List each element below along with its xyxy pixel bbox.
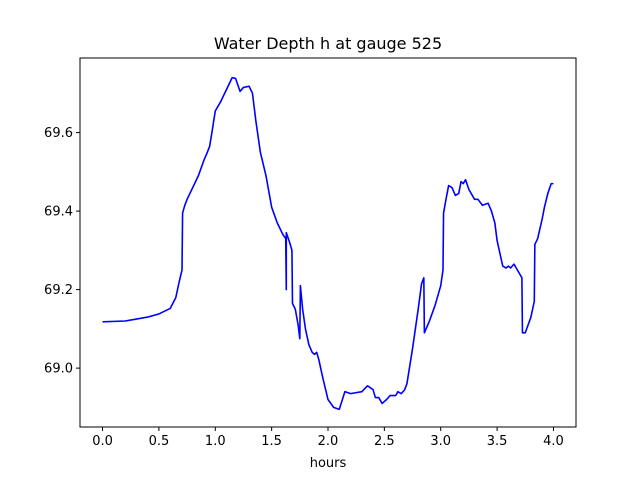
x-tick-label: 2.5 bbox=[374, 434, 395, 449]
x-tick-label: 0.0 bbox=[92, 434, 113, 449]
y-tick-label: 69.2 bbox=[44, 283, 73, 298]
x-tick-label: 0.5 bbox=[149, 434, 170, 449]
chart-title: Water Depth h at gauge 525 bbox=[214, 34, 442, 53]
x-tick-label: 3.5 bbox=[487, 434, 508, 449]
x-axis-label: hours bbox=[310, 456, 347, 471]
x-tick-label: 3.0 bbox=[430, 434, 451, 449]
x-tick-label: 1.5 bbox=[261, 434, 282, 449]
y-tick-label: 69.4 bbox=[44, 205, 73, 220]
y-tick-label: 69.6 bbox=[44, 126, 73, 141]
y-tick-label: 69.0 bbox=[44, 362, 73, 377]
x-tick-label: 2.0 bbox=[318, 434, 339, 449]
series-line-0 bbox=[102, 76, 554, 411]
x-axis-ticks: 0.0 0.5 1.0 1.5 2.0 2.5 3.0 3.5 4.0 bbox=[92, 427, 564, 449]
x-tick-label: 4.0 bbox=[543, 434, 564, 449]
y-axis-ticks: 69.0 69.2 69.4 69.6 bbox=[44, 126, 80, 377]
x-tick-label: 1.0 bbox=[205, 434, 226, 449]
